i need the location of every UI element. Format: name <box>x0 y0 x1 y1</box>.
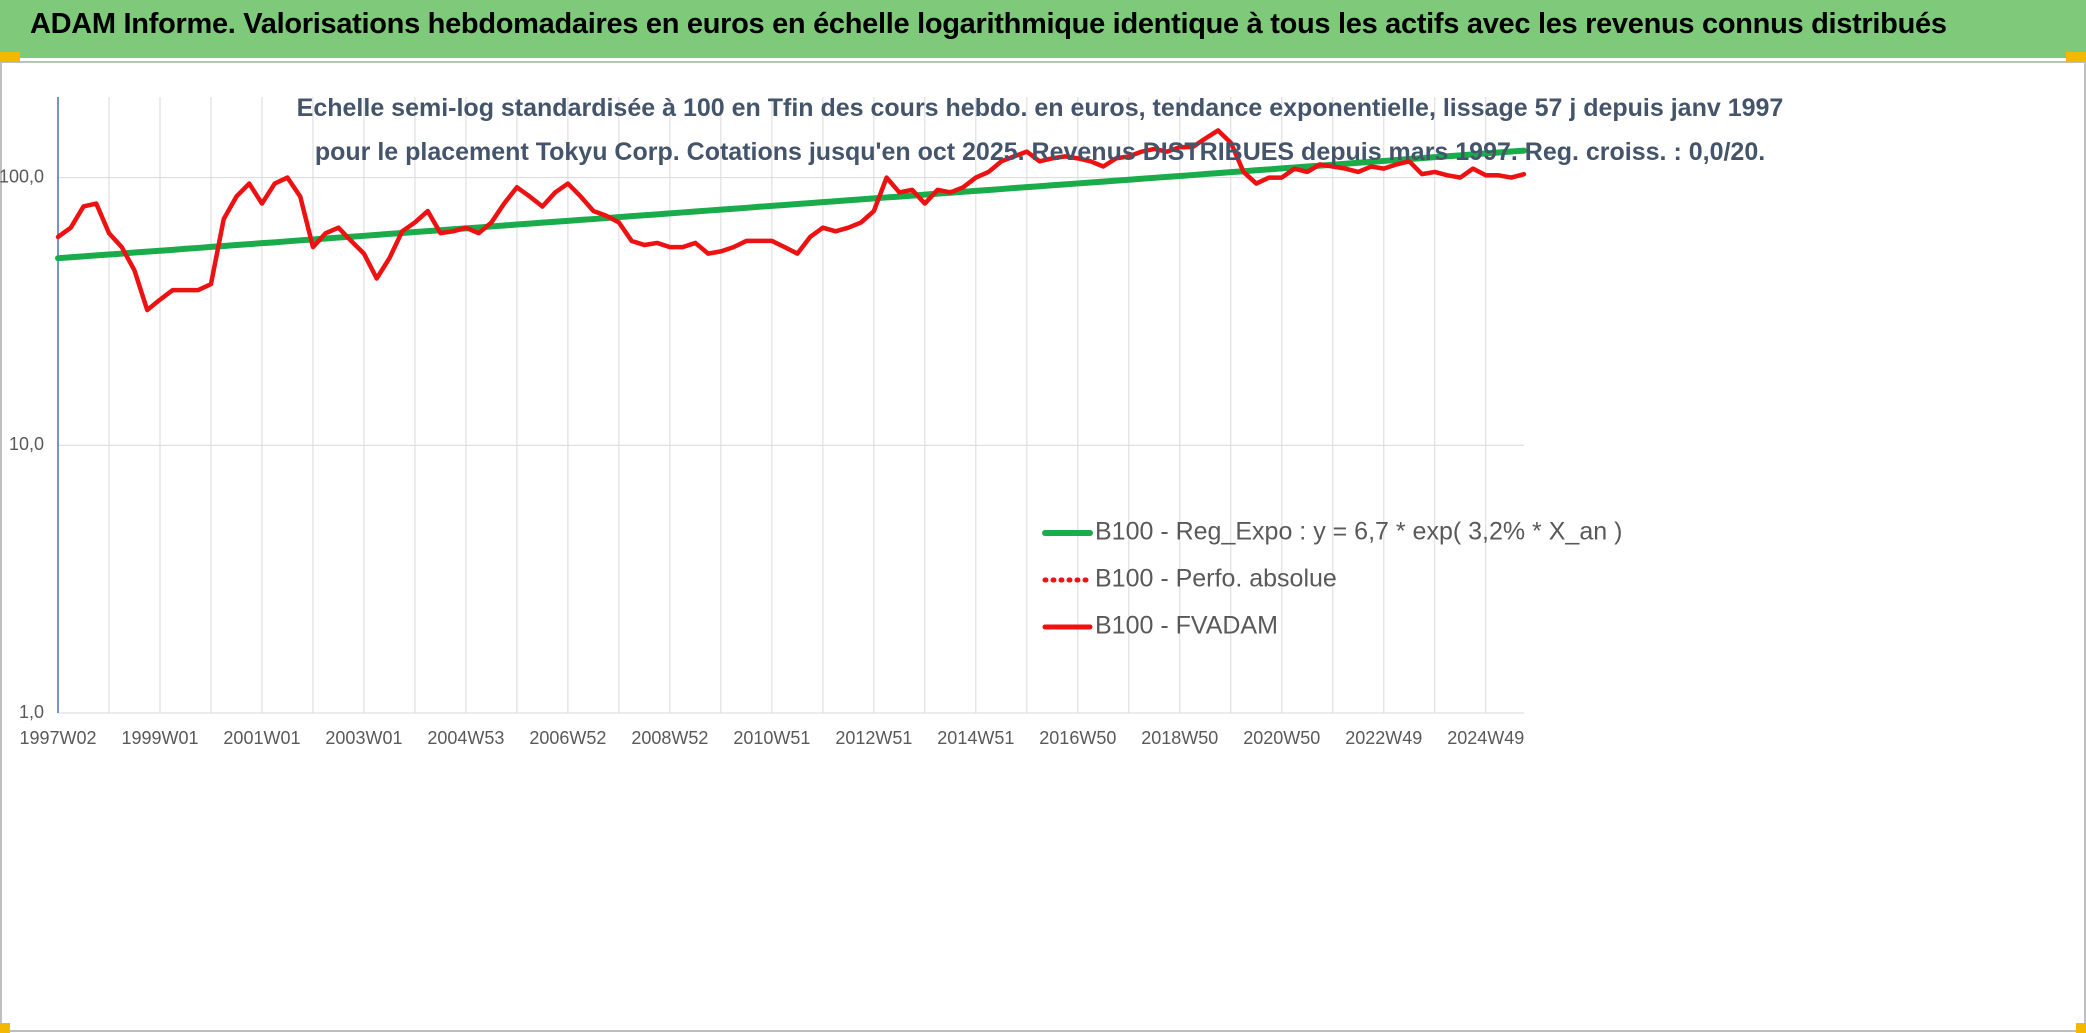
y-tick-label: 100,0 <box>0 166 44 186</box>
x-tick-label: 2022W49 <box>1345 728 1422 748</box>
x-tick-label: 2016W50 <box>1039 728 1116 748</box>
x-tick-label: 1999W01 <box>121 728 198 748</box>
x-tick-label: 2014W51 <box>937 728 1014 748</box>
corner <box>0 52 20 62</box>
legend-label: B100 - Reg_Expo : y = 6,7 * exp( 3,2% * … <box>1095 518 1622 546</box>
legend-label: B100 - FVADAM <box>1095 612 1278 640</box>
corner <box>2066 52 2086 62</box>
x-tick-label: 2018W50 <box>1141 728 1218 748</box>
x-tick-label: 2003W01 <box>325 728 402 748</box>
series-line <box>55 147 1527 262</box>
x-tick-label: 2001W01 <box>223 728 300 748</box>
x-tick-label: 2004W53 <box>427 728 504 748</box>
y-tick-label: 1,0 <box>19 702 44 722</box>
legend-label: B100 - Perfo. absolue <box>1095 565 1337 593</box>
chart-subtitle: Echelle semi-log standardisée à 100 en T… <box>296 94 1784 166</box>
x-tick-label: 2008W52 <box>631 728 708 748</box>
x-tick-label: 2012W51 <box>835 728 912 748</box>
x-tick-label: 2010W51 <box>733 728 810 748</box>
chart-title: ADAM Informe. Valorisations hebdomadaire… <box>30 8 1947 40</box>
x-tick-label: 1997W02 <box>19 728 96 748</box>
series-line <box>55 128 1527 313</box>
y-tick-label: 10,0 <box>9 434 44 454</box>
corner <box>0 1023 10 1033</box>
banner: ADAM Informe. Valorisations hebdomadaire… <box>0 0 2086 58</box>
chart-border <box>0 61 2086 1032</box>
x-tick-label: 2006W52 <box>529 728 606 748</box>
x-tick-label: 2020W50 <box>1243 728 1320 748</box>
corner <box>2076 1023 2086 1033</box>
x-tick-label: 2024W49 <box>1447 728 1524 748</box>
